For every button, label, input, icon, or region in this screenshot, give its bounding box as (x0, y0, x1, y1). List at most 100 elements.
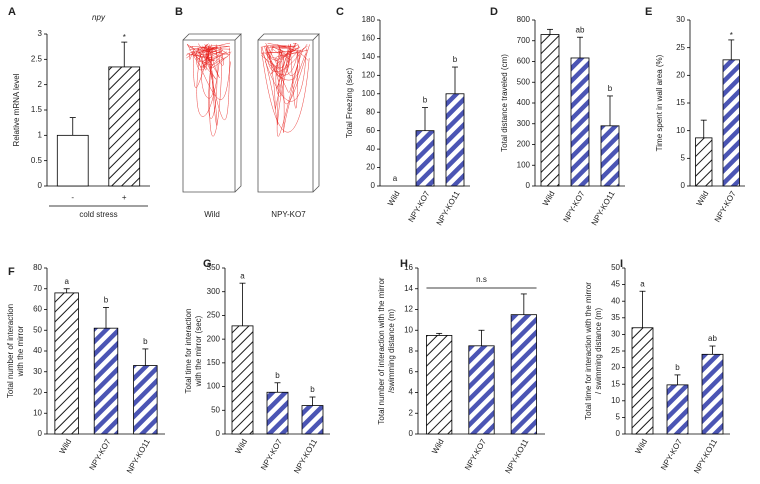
x-tick-label: NPY-KO11 (503, 437, 530, 475)
y-tick-label: 150 (207, 358, 221, 367)
y-tick-label: 60 (33, 305, 42, 314)
y-axis-label: with the mirror (16, 325, 25, 377)
significance-label: * (123, 33, 126, 42)
bar (468, 345, 495, 435)
y-tick-label: 400 (517, 98, 531, 107)
x-tick-label: NPY-KO7 (713, 189, 738, 224)
bar (722, 59, 740, 187)
x-tick-label: NPY-KO7 (88, 437, 113, 472)
bar (701, 353, 724, 435)
y-tick-label: 50 (611, 263, 620, 272)
x-tick-label: + (122, 193, 127, 202)
y-tick-label: 5 (681, 153, 686, 162)
y-axis-label: with the mirror (sec) (194, 315, 203, 387)
x-tick-label: NPY-KO11 (590, 189, 617, 227)
bar (108, 66, 141, 187)
y-tick-label: 300 (207, 287, 221, 296)
chart-title: npy (92, 13, 106, 22)
y-tick-label: 200 (207, 334, 221, 343)
y-axis-label: Total distance traveled (cm) (500, 54, 509, 152)
bar (415, 130, 435, 187)
y-tick-label: 25 (611, 346, 620, 355)
y-tick-label: 40 (33, 346, 42, 355)
x-tick-label: - (71, 193, 74, 202)
swim-trace (260, 42, 310, 137)
y-tick-label: 14 (404, 284, 413, 293)
y-tick-label: 160 (362, 34, 376, 43)
significance-label: b (310, 385, 315, 394)
y-tick-label: 80 (366, 107, 375, 116)
bar (540, 34, 560, 187)
y-axis-label: Total time for interaction (184, 309, 193, 394)
y-tick-label: 10 (611, 396, 620, 405)
y-tick-label: 0 (409, 429, 414, 438)
y-tick-label: 10 (33, 408, 42, 417)
y-tick-label: 120 (362, 70, 376, 79)
tank-label: NPY-KO7 (271, 210, 306, 219)
y-axis-label: / swimming distance (m) (594, 308, 603, 395)
x-tick-label: NPY-KO11 (692, 437, 719, 475)
significance-label: b (423, 96, 428, 105)
y-axis-label: Total number of interaction (6, 304, 15, 398)
panel-letter: F (8, 266, 15, 278)
y-tick-label: 20 (611, 363, 620, 372)
x-tick-label: NPY-KO7 (562, 189, 587, 224)
bar (570, 57, 590, 187)
y-tick-label: 30 (676, 15, 685, 24)
y-tick-label: 600 (517, 57, 531, 66)
y-tick-label: 700 (517, 36, 531, 45)
y-tick-label: 6 (409, 367, 414, 376)
panel-letter: A (8, 6, 16, 18)
y-tick-label: 10 (404, 325, 413, 334)
y-tick-label: 0 (616, 429, 621, 438)
y-tick-label: 250 (207, 311, 221, 320)
bar (133, 365, 158, 435)
significance-label: b (675, 363, 680, 372)
significance-label: b (143, 337, 148, 346)
y-tick-label: 300 (517, 119, 531, 128)
y-tick-label: 0 (526, 181, 531, 190)
x-tick-label: Wild (633, 438, 649, 456)
y-tick-label: 70 (33, 284, 42, 293)
y-tick-label: 0 (216, 429, 221, 438)
y-tick-label: 1.5 (31, 105, 43, 114)
y-tick-label: 80 (33, 263, 42, 272)
x-tick-label: NPY-KO11 (292, 437, 319, 475)
x-tick-label: NPY-KO7 (463, 437, 488, 472)
y-tick-label: 2 (38, 80, 43, 89)
swim-trace (185, 42, 232, 137)
y-tick-label: 15 (611, 379, 620, 388)
bar (54, 292, 79, 435)
x-tick-label: Wild (386, 190, 402, 208)
x-tick-label: Wild (541, 190, 557, 208)
ns-label: n.s (476, 275, 487, 284)
y-tick-label: 45 (611, 280, 620, 289)
y-tick-label: 350 (207, 263, 221, 272)
significance-label: ab (708, 334, 717, 343)
tank (182, 33, 242, 193)
tank-label: Wild (204, 210, 220, 219)
y-tick-label: 100 (207, 382, 221, 391)
y-tick-label: 30 (33, 367, 42, 376)
y-axis-label: Total time for interaction with the mirr… (584, 282, 593, 420)
y-axis-label: Total number of interaction with the mir… (377, 277, 386, 425)
bar (56, 134, 89, 187)
significance-label: a (640, 279, 645, 288)
y-axis-label: Total Freezing (sec) (345, 68, 354, 139)
bar (695, 137, 713, 187)
panel-letter: E (645, 6, 652, 18)
x-tick-label: NPY-KO11 (125, 437, 152, 475)
panel-letter: I (620, 258, 623, 270)
x-tick-label: Wild (58, 438, 74, 456)
y-tick-label: 15 (676, 98, 685, 107)
significance-label: b (608, 84, 613, 93)
panel-letter: H (400, 258, 408, 270)
y-tick-label: 5 (616, 413, 621, 422)
significance-label: a (393, 174, 398, 183)
y-tick-label: 140 (362, 52, 376, 61)
y-tick-label: 3 (38, 29, 43, 38)
y-tick-label: 100 (362, 89, 376, 98)
y-tick-label: 50 (211, 405, 220, 414)
y-tick-label: 16 (404, 263, 413, 272)
